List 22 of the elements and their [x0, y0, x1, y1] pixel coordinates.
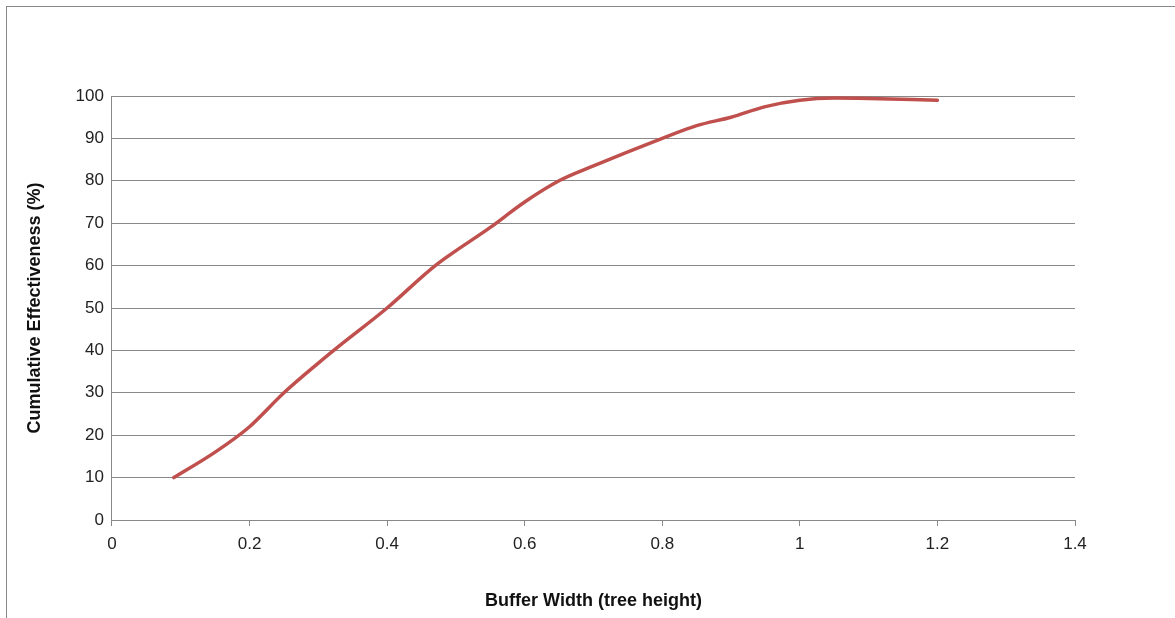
y-tick-label: 50: [85, 297, 104, 317]
y-tick-label: 90: [85, 128, 104, 148]
y-tick-label: 80: [85, 170, 104, 190]
line-series: [172, 96, 940, 480]
x-axis-title: Buffer Width (tree height): [485, 590, 702, 611]
x-tick-label: 1: [795, 533, 805, 553]
y-axis-title: Cumulative Effectiveness (%): [23, 182, 44, 434]
y-tick-label: 0: [94, 509, 104, 529]
x-tick-label: 0.6: [512, 533, 537, 553]
y-tick-label: 100: [75, 85, 104, 105]
x-tick-label: 0: [107, 533, 117, 553]
y-tick-label: 40: [85, 340, 104, 360]
x-tick-label: 0.8: [650, 533, 675, 553]
y-tick-label: 30: [85, 382, 104, 402]
x-tick-label: 0.4: [375, 533, 399, 553]
x-tick-label: 1.4: [1063, 533, 1087, 553]
y-tick-label: 70: [85, 212, 104, 232]
x-tick-label: 1.2: [925, 533, 950, 553]
y-tick-label: 10: [85, 467, 104, 487]
x-tick-label: 0.2: [237, 533, 262, 553]
y-tick-label: 20: [85, 424, 104, 444]
y-tick-label: 60: [85, 255, 104, 275]
